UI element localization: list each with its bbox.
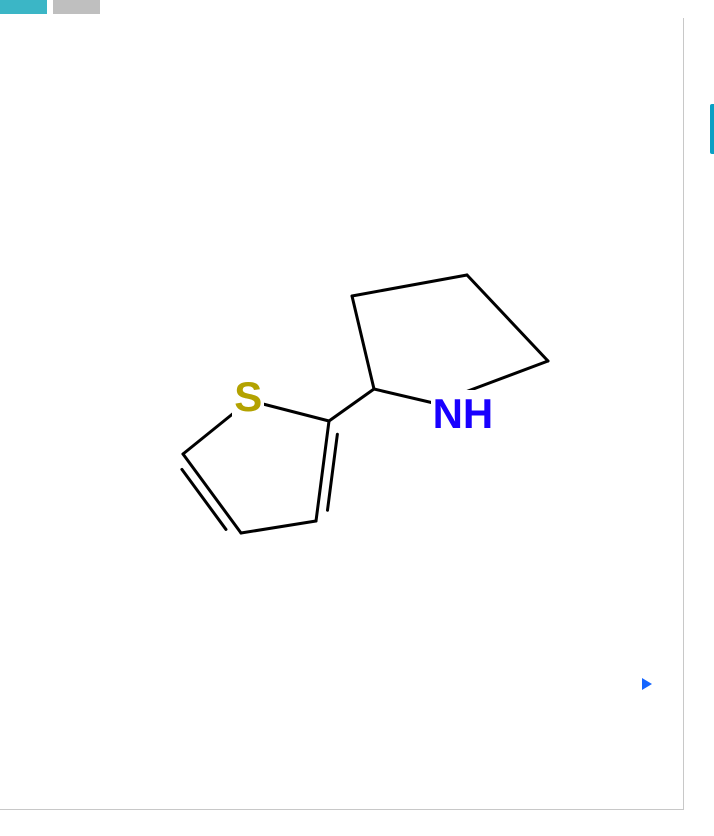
atom-nh: NH bbox=[431, 390, 496, 438]
play-icon[interactable] bbox=[642, 678, 652, 690]
app-canvas: S NH bbox=[0, 0, 714, 836]
side-accent bbox=[710, 104, 714, 154]
atom-s: S bbox=[232, 373, 264, 421]
tab-bar bbox=[0, 0, 100, 14]
tab-active[interactable] bbox=[0, 0, 47, 14]
tab-inactive[interactable] bbox=[53, 0, 100, 14]
structure-viewport: S NH bbox=[0, 18, 684, 810]
molecule-svg bbox=[0, 18, 684, 810]
